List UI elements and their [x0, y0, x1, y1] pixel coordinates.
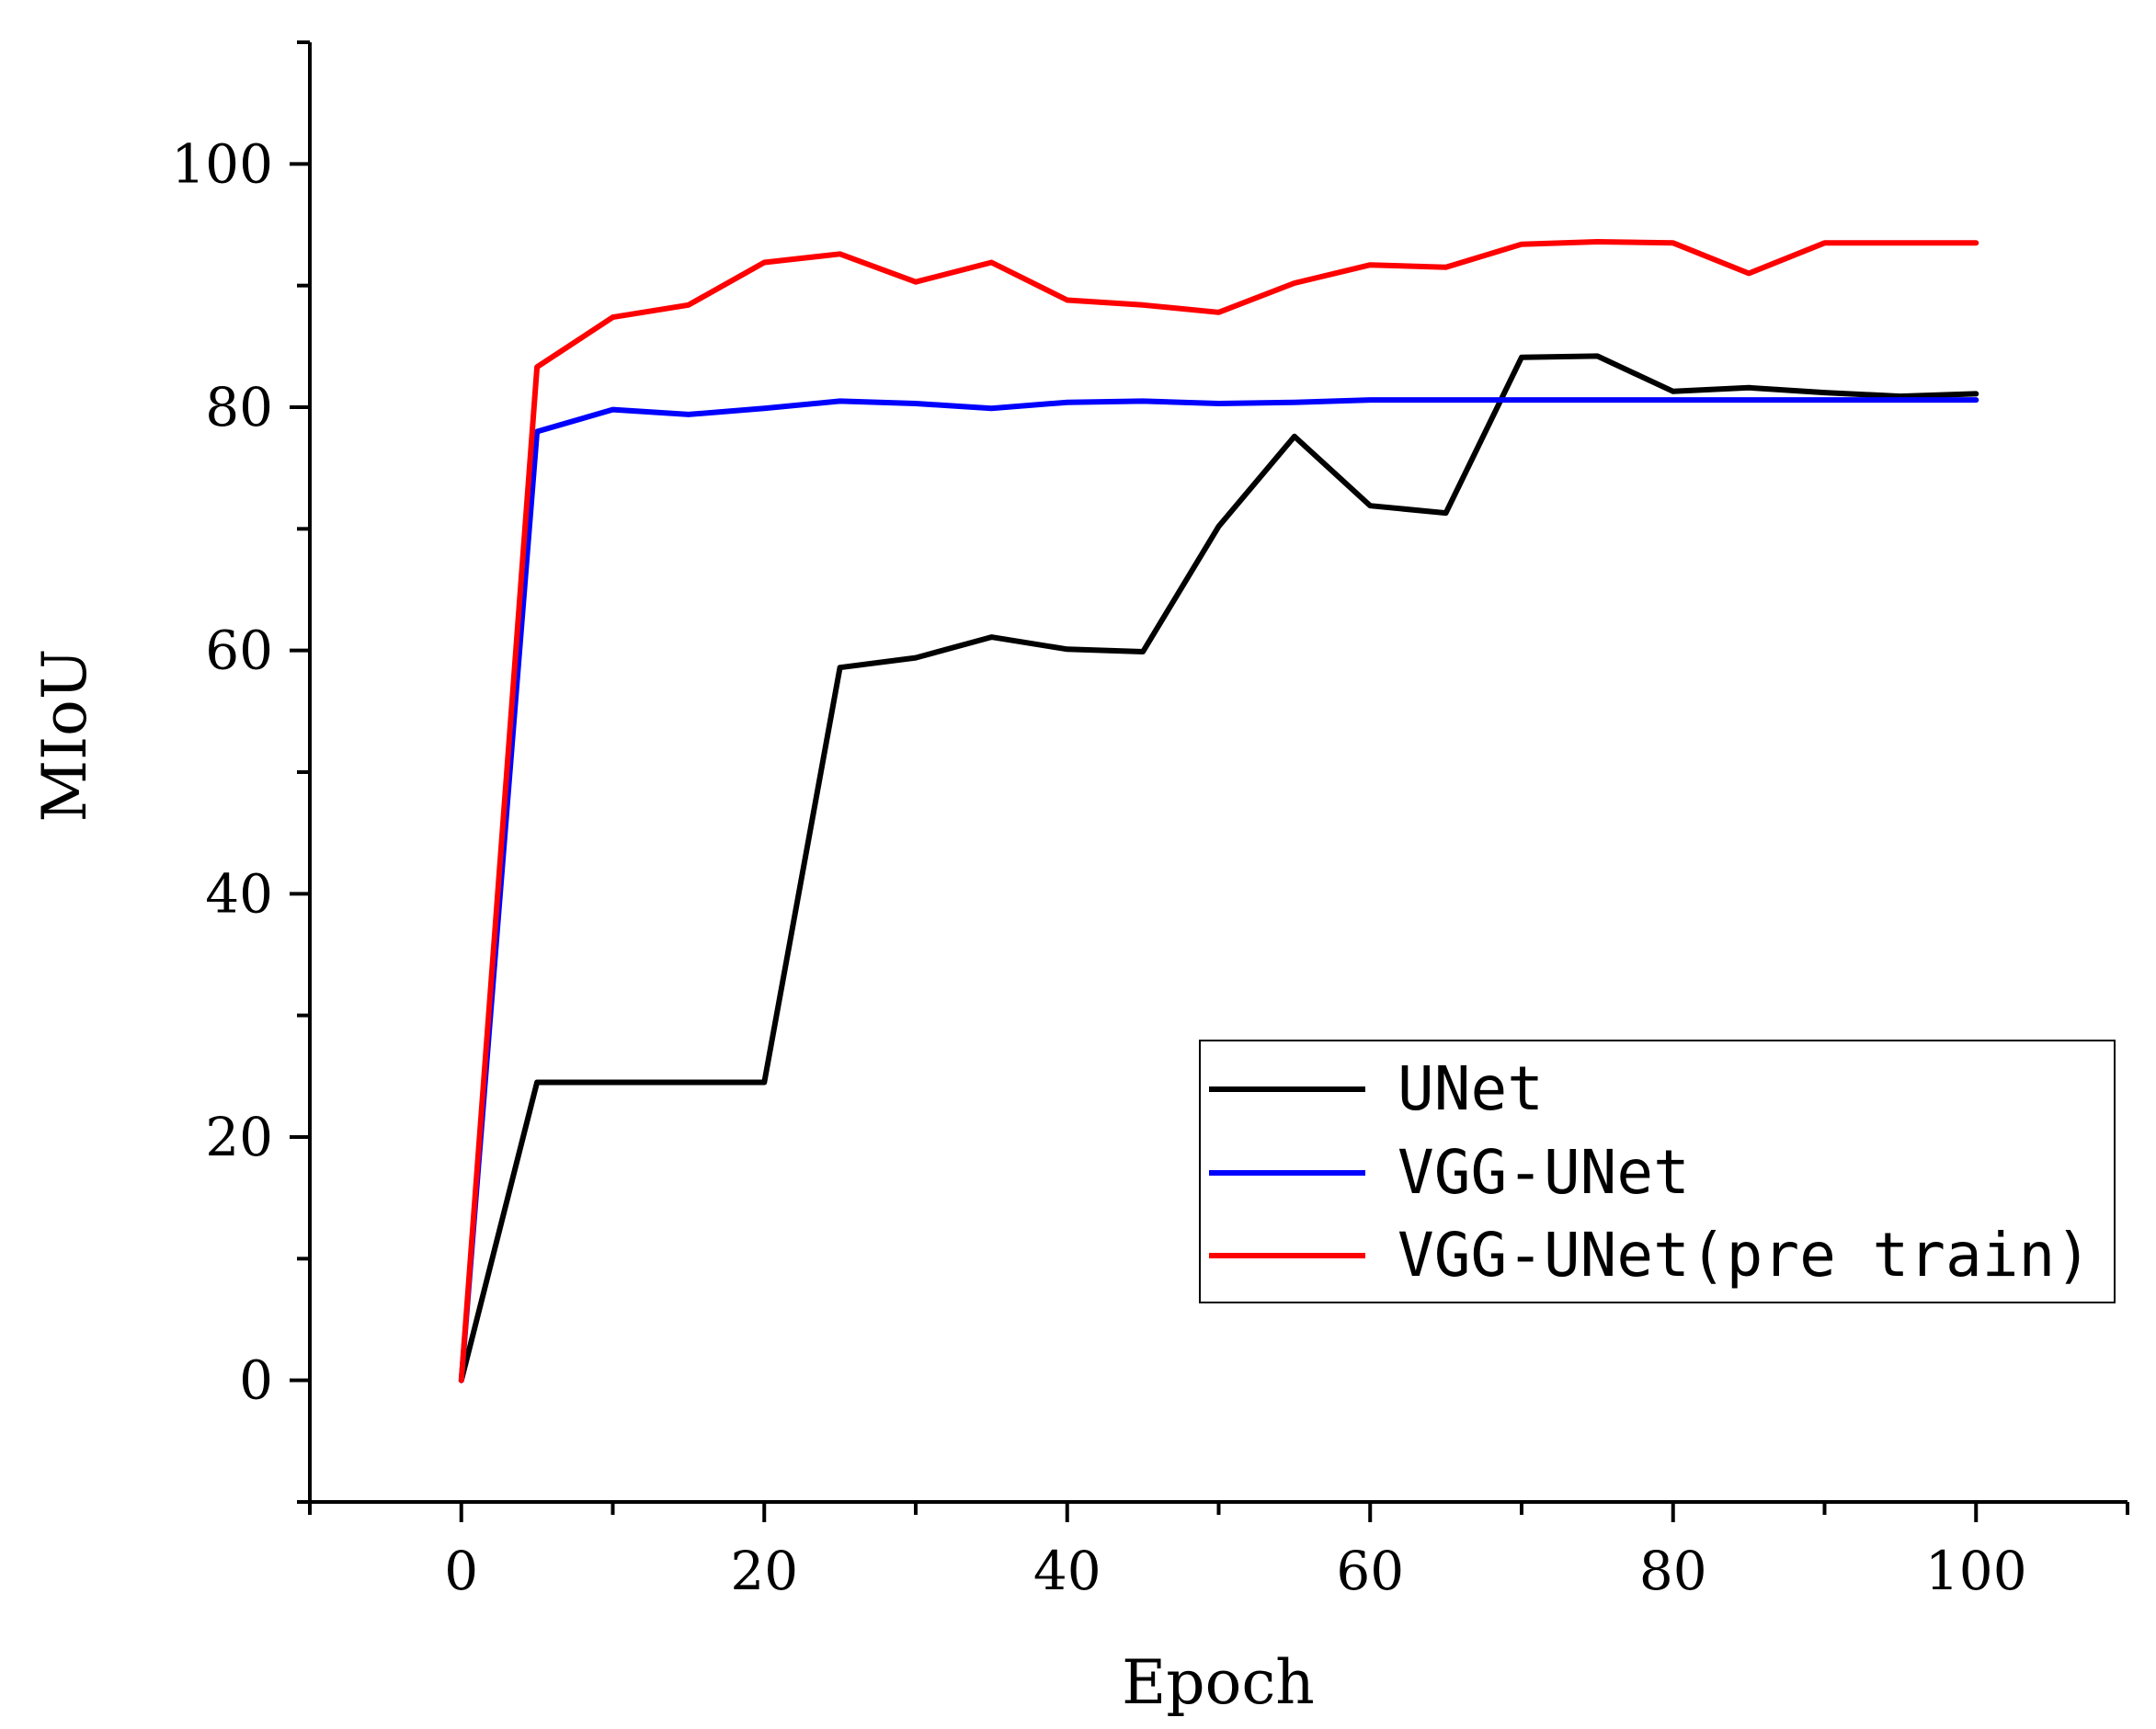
legend-box	[1199, 1040, 2116, 1303]
series-line-1	[458, 353, 1979, 1383]
legend-label: VGG-UNet	[1397, 1137, 1690, 1208]
y-tick-label: 100	[171, 132, 273, 195]
x-tick-label: 0	[444, 1540, 478, 1602]
y-axis-title: MIoU	[29, 648, 100, 822]
x-tick-label: 40	[1033, 1540, 1101, 1602]
x-tick-label: 20	[730, 1540, 798, 1602]
y-tick-label: 20	[205, 1106, 273, 1168]
x-tick-label: 100	[1925, 1540, 2027, 1602]
series-line-2	[458, 397, 1979, 1383]
x-tick-label: 80	[1639, 1540, 1707, 1602]
y-tick-label: 60	[205, 620, 273, 682]
y-tick-label: 80	[205, 376, 273, 438]
y-tick-label: 40	[205, 862, 273, 925]
axis-titles: Epoch MIoU	[29, 648, 1315, 1718]
legend-label: VGG-UNet(pre train)	[1397, 1220, 2092, 1291]
series-line-3	[458, 239, 1979, 1383]
ticks: 0 20 40 60 80 100 0 20 40 60 80 100	[171, 40, 2129, 1602]
legend: UNet VGG-UNet VGG-UNet(pre train)	[1199, 1040, 2116, 1303]
x-tick-label: 60	[1336, 1540, 1404, 1602]
y-tick-label: 0	[239, 1349, 273, 1412]
x-axis-title: Epoch	[1122, 1647, 1315, 1718]
series-lines	[458, 239, 1979, 1383]
legend-label: UNet	[1397, 1053, 1544, 1124]
